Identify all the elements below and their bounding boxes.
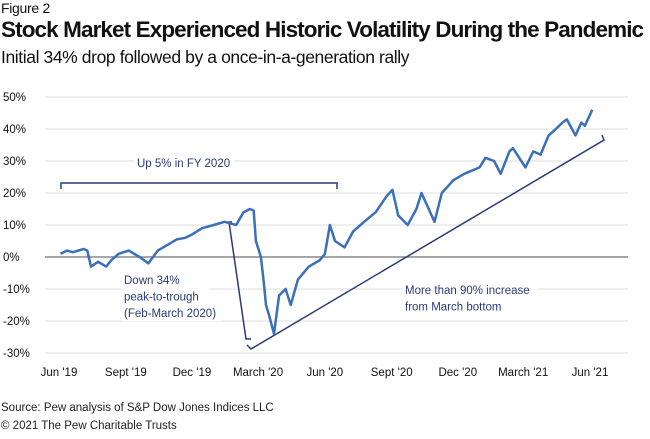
y-tick-label: 0%	[3, 252, 20, 264]
annotation-rally-line	[246, 134, 605, 350]
annotation-rally-label: from March bottom	[405, 302, 502, 314]
annotation-fy2020-bracket	[60, 182, 338, 189]
x-tick-label: March '20	[233, 367, 283, 379]
y-tick-label: 30%	[3, 156, 26, 168]
annotation-drop-bracket	[228, 221, 251, 340]
y-tick-label: 40%	[3, 124, 26, 136]
x-tick-label: Jun '21	[572, 367, 609, 379]
y-tick-label: 20%	[3, 188, 26, 200]
chart-title: Stock Market Experienced Historic Volati…	[1, 17, 644, 42]
copyright-note: © 2021 The Pew Charitable Trusts	[1, 420, 177, 432]
chart-subtitle: Initial 34% drop followed by a once-in-a…	[1, 47, 410, 67]
x-tick-label: Jun '20	[306, 367, 343, 379]
annotation-drop-label: (Feb-March 2020)	[124, 308, 216, 320]
y-tick-label: -20%	[3, 316, 30, 328]
label-background	[121, 288, 210, 305]
label-background	[121, 272, 175, 288]
y-tick-label: 50%	[3, 92, 26, 104]
figure-label: Figure 2	[1, 0, 50, 16]
label-background	[134, 155, 235, 171]
x-tick-label: Dec '20	[438, 367, 477, 379]
x-tick-label: Sept '19	[105, 367, 147, 379]
x-tick-label: Dec '19	[173, 367, 212, 379]
x-tick-label: Jun '19	[41, 367, 78, 379]
annotation-rally-label: More than 90% increase	[405, 285, 530, 297]
annotation-drop-label: Down 34%	[124, 275, 180, 287]
label-background	[121, 305, 222, 321]
y-tick-label: -30%	[3, 348, 30, 360]
x-tick-label: Sept '20	[371, 367, 413, 379]
x-tick-label: March '21	[498, 367, 548, 379]
source-note: Source: Pew analysis of S&P Dow Jones In…	[1, 402, 274, 414]
y-tick-label: -10%	[3, 284, 30, 296]
label-background	[402, 298, 509, 315]
annotation-fy2020-label: Up 5% in FY 2020	[137, 158, 230, 170]
y-tick-label: 10%	[3, 220, 26, 232]
series-line	[59, 109, 594, 336]
label-background	[402, 282, 538, 298]
annotation-drop-label: peak-to-trough	[124, 292, 199, 304]
